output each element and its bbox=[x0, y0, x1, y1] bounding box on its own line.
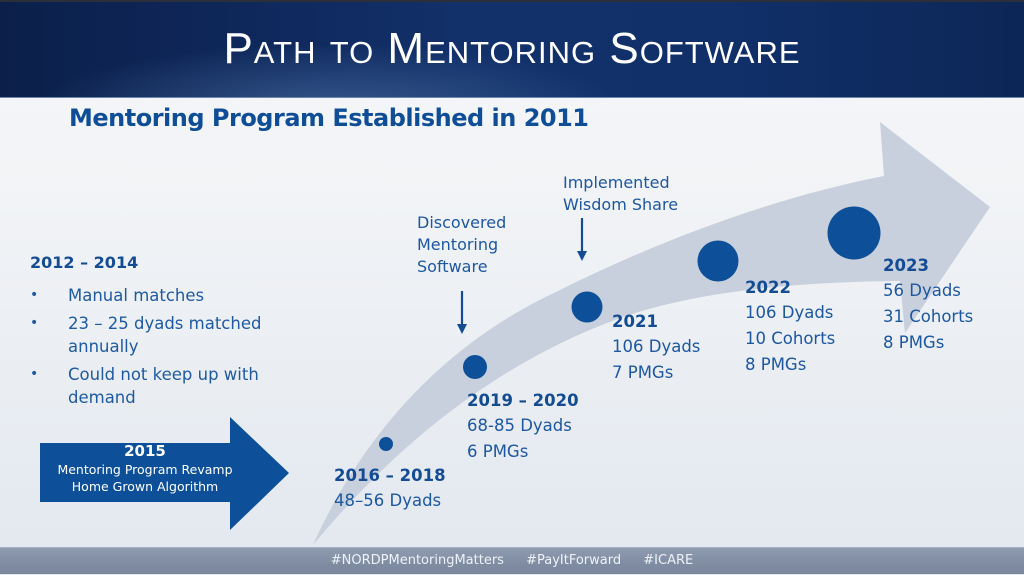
footer-bar: #NORDPMentoringMatters #PayItForward #IC… bbox=[0, 547, 1024, 574]
early-era-block: 2012 – 2014 • Manual matches • 23 – 25 d… bbox=[30, 253, 330, 414]
growth-arrow-shape bbox=[313, 122, 990, 545]
hashtag-nordp: #NORDPMentoringMatters bbox=[330, 553, 504, 568]
hashtag-payitforward: #PayItForward bbox=[526, 553, 622, 568]
page-title: Path to Mentoring Software bbox=[223, 24, 801, 73]
revamp-label: 2015 Mentoring Program Revamp Home Grown… bbox=[40, 441, 250, 495]
milestone-2023: 2023 56 Dyads 31 Cohorts 8 PMGs bbox=[883, 256, 974, 352]
revamp-line-2: Home Grown Algorithm bbox=[71, 479, 219, 494]
milestone-dot-2023 bbox=[827, 206, 881, 260]
revamp-arrow-shape bbox=[40, 417, 289, 530]
arrow-down-icon bbox=[577, 218, 587, 261]
title-banner: Path to Mentoring Software bbox=[0, 0, 1024, 98]
hashtag-icare: #ICARE bbox=[643, 553, 694, 568]
subtitle: Mentoring Program Established in 2011 bbox=[69, 104, 589, 132]
bullet-icon: • bbox=[30, 366, 39, 382]
bullet-icon: • bbox=[30, 287, 39, 303]
milestone-dot-2019-2020 bbox=[463, 355, 487, 379]
revamp-line-1: Mentoring Program Revamp bbox=[57, 462, 233, 477]
early-era-title: 2012 – 2014 bbox=[30, 253, 139, 272]
milestone-2021: 2021 106 Dyads 7 PMGs bbox=[612, 312, 701, 382]
milestone-dot-2022 bbox=[697, 240, 739, 282]
revamp-year: 2015 bbox=[124, 442, 166, 460]
hashtag-list: #NORDPMentoringMatters #PayItForward #IC… bbox=[0, 553, 1024, 568]
milestone-2022: 2022 106 Dyads 10 Cohorts 8 PMGs bbox=[745, 278, 836, 374]
arrow-down-icon bbox=[457, 291, 467, 334]
list-item: • Manual matches bbox=[30, 286, 205, 305]
list-item: • Could not keep up with demand bbox=[30, 365, 259, 407]
early-era-list: • Manual matches • 23 – 25 dyads matched… bbox=[30, 284, 330, 409]
milestone-2019-2020: 2019 – 2020 68-85 Dyads 6 PMGs bbox=[467, 391, 579, 461]
bullet-icon: • bbox=[30, 315, 39, 331]
list-item: • 23 – 25 dyads matched annually bbox=[30, 314, 262, 356]
milestone-dot-2021 bbox=[571, 291, 603, 323]
milestone-dot-2016-2018 bbox=[379, 437, 393, 451]
milestone-2016-2018: 2016 – 2018 48–56 Dyads bbox=[334, 466, 446, 510]
callout-discovered-software: Discovered Mentoring Software bbox=[417, 213, 507, 276]
callout-implemented-wisdom-share: Implemented Wisdom Share bbox=[563, 173, 679, 214]
